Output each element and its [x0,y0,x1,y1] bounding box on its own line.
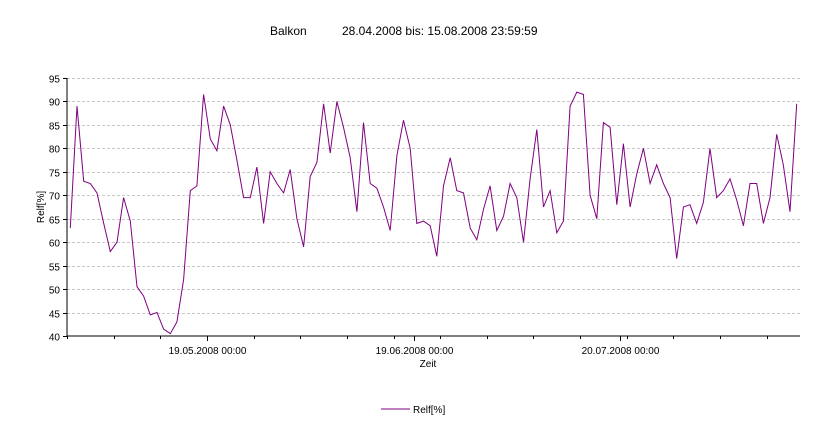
y-tick-label: 95 [49,75,61,86]
y-tick-label: 75 [49,169,61,180]
chart-title-location: Balkon [270,24,307,38]
y-axis-ticks: 40 45 50 55 60 65 70 75 80 85 90 95 [49,75,67,344]
y-tick-label: 80 [49,145,61,156]
series-line-relf [69,91,798,335]
y-tick-label: 70 [49,192,61,203]
y-tick-label: 55 [49,263,61,274]
x-axis-label: Zeit [420,359,437,370]
legend-label: Relf[%] [413,405,445,416]
x-tick-label: 20.07.2008 00:00 [582,346,660,357]
y-tick-label: 60 [49,239,61,250]
x-tick-label: 19.06.2008 00:00 [376,346,454,357]
grid-lines [67,78,800,314]
y-tick-label: 65 [49,216,61,227]
y-axis-label: Relf[%] [36,191,47,223]
y-tick-label: 40 [49,333,61,344]
legend: Relf[%] [381,405,445,416]
y-tick-label: 50 [49,286,61,297]
y-tick-label: 45 [49,310,61,321]
y-tick-label: 90 [49,98,61,109]
x-axis-ticks: 19.05.2008 00:00 19.06.2008 00:00 20.07.20… [67,336,768,357]
y-tick-label: 85 [49,122,61,133]
x-tick-label: 19.05.2008 00:00 [169,346,247,357]
chart-title-range: 28.04.2008 bis: 15.08.2008 23:59:59 [342,24,538,38]
